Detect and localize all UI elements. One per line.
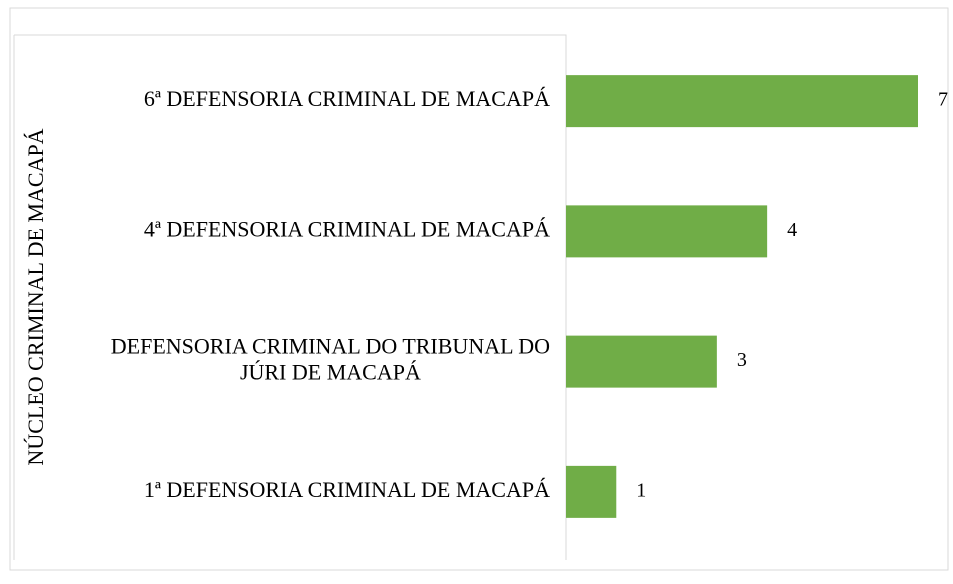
category-label: 6ª DEFENSORIA CRIMINAL DE MACAPÁ	[144, 86, 550, 111]
value-label: 1	[636, 479, 646, 501]
value-label: 7	[938, 89, 948, 111]
bar	[566, 335, 717, 388]
chart-border	[9, 7, 949, 571]
value-label: 3	[737, 349, 747, 371]
bar	[566, 205, 768, 258]
category-label: 4ª DEFENSORIA CRIMINAL DE MACAPÁ	[144, 216, 550, 241]
value-label: 4	[787, 219, 797, 241]
bar	[566, 75, 918, 128]
bar	[566, 465, 617, 518]
group-label: NÚCLEO CRIMINAL DE MACAPÁ	[23, 128, 48, 465]
category-label: DEFENSORIA CRIMINAL DO TRIBUNAL DO JÚRI D…	[111, 334, 550, 385]
category-label: 1ª DEFENSORIA CRIMINAL DE MACAPÁ	[144, 477, 550, 502]
